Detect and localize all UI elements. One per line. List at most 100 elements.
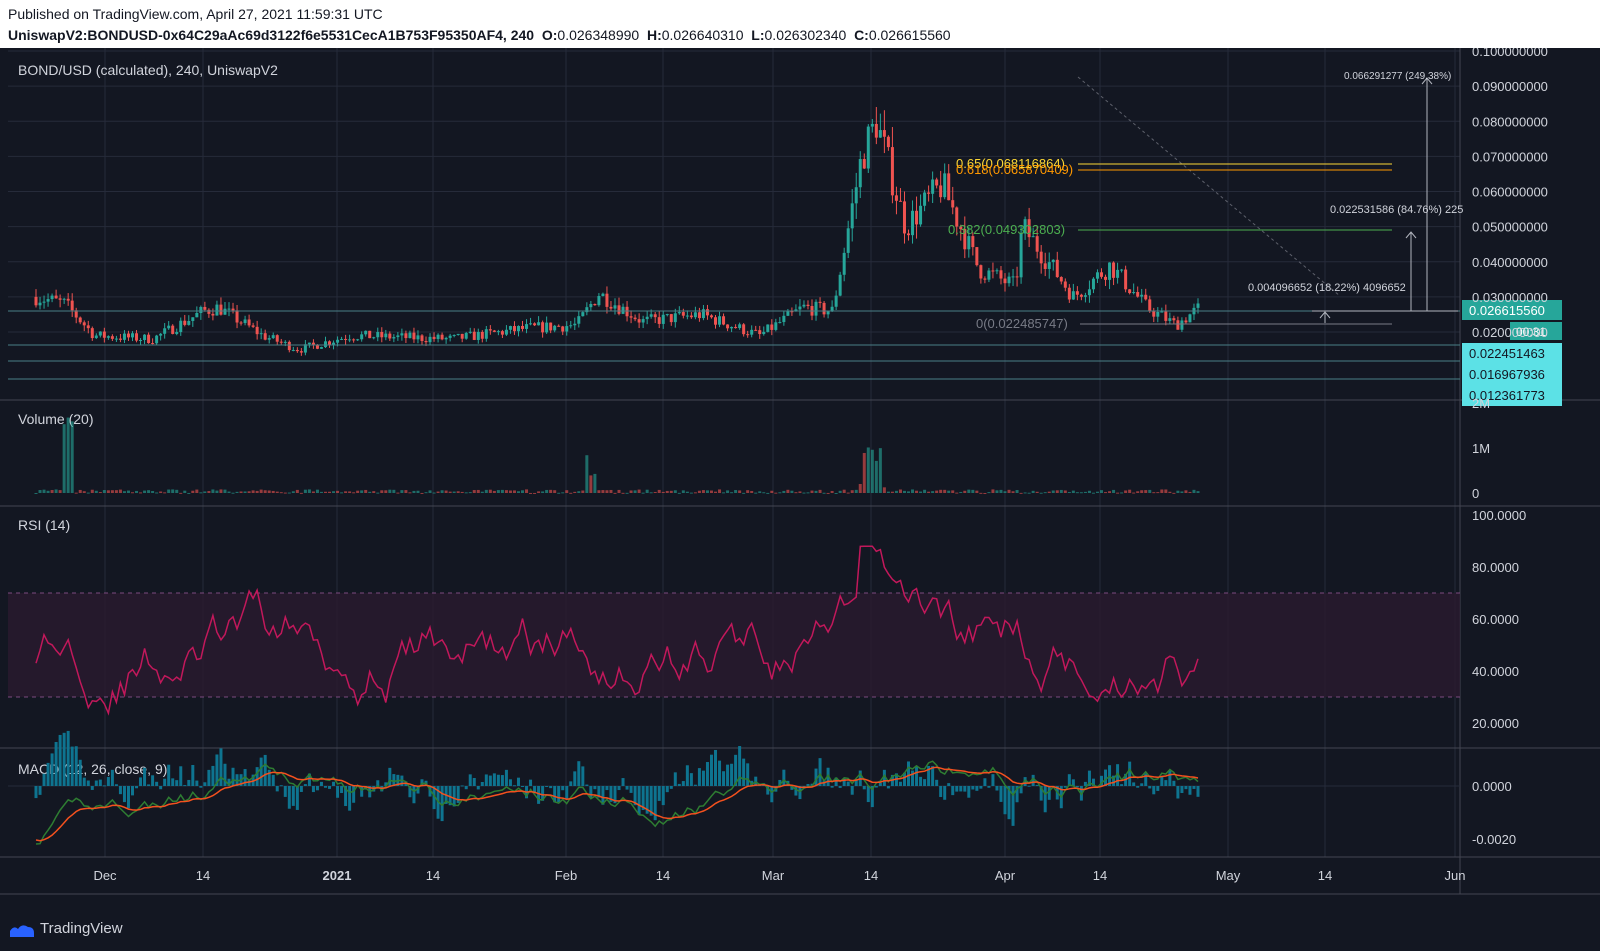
candle-body: [778, 322, 782, 324]
candle-body: [271, 335, 275, 339]
macd-histogram-bar: [846, 781, 850, 786]
volume-bar: [898, 489, 902, 493]
candle-body: [1168, 318, 1172, 321]
volume-bar: [1027, 492, 1031, 494]
candle-body: [689, 315, 693, 318]
macd-histogram-bar: [553, 786, 557, 803]
volume-bar: [239, 491, 243, 493]
candle-body: [878, 130, 882, 138]
volume-bar: [143, 490, 147, 493]
candle-body: [231, 308, 235, 311]
volume-bar: [1031, 490, 1035, 493]
macd-histogram-bar: [645, 786, 649, 814]
volume-bar: [1039, 492, 1043, 494]
volume-bar: [750, 490, 754, 493]
candle-body: [336, 339, 340, 343]
volume-bar: [1140, 490, 1144, 493]
candle-body: [842, 252, 846, 275]
candle-body: [388, 333, 392, 339]
volume-bar: [58, 490, 62, 493]
last-price-label: 0.026615560: [1469, 303, 1545, 318]
volume-bar: [641, 492, 645, 494]
candle-body: [927, 192, 931, 194]
volume-bar: [529, 492, 533, 494]
candle-body: [1104, 276, 1108, 280]
candle-body: [959, 226, 963, 230]
candle-body: [641, 319, 645, 323]
macd-histogram-bar: [1172, 780, 1176, 786]
candle-body: [195, 312, 199, 318]
macd-histogram-bar: [199, 786, 203, 788]
volume-bar: [98, 492, 102, 494]
volume-bar: [742, 492, 746, 494]
macd-histogram-bar: [187, 779, 191, 786]
volume-bar: [645, 489, 649, 493]
candle-body: [846, 228, 850, 253]
macd-histogram-bar: [263, 754, 267, 786]
volume-bar: [368, 491, 372, 493]
candle-body: [613, 305, 617, 309]
volume-bar: [211, 489, 215, 493]
candle-body: [508, 326, 512, 330]
volume-bar: [464, 492, 468, 494]
macd-histogram-bar: [693, 784, 697, 786]
candle-body: [122, 333, 126, 340]
candle-body: [1124, 269, 1128, 290]
macd-histogram-bar: [360, 786, 364, 797]
macd-histogram-bar: [862, 786, 866, 790]
candle-body: [1015, 276, 1019, 278]
candle-body: [834, 295, 838, 307]
chart-canvas[interactable]: 0.026615560 00:31 0.022451463 0.016967936 0.…: [0, 48, 1600, 907]
volume-bar: [251, 490, 255, 493]
volume-bar: [818, 489, 822, 493]
macd-histogram-bar: [951, 786, 955, 796]
volume-bar: [396, 492, 400, 494]
macd-histogram-bar: [1184, 786, 1188, 790]
volume-bar: [653, 491, 657, 493]
volume-bar: [1160, 489, 1164, 493]
candle-body: [82, 322, 86, 326]
candle-body: [557, 325, 561, 327]
tradingview-brand[interactable]: TradingView: [40, 920, 123, 937]
macd-histogram-bar: [963, 786, 967, 792]
macd-histogram-bar: [661, 786, 665, 806]
candle-body: [1059, 277, 1063, 282]
candle-body: [1160, 311, 1164, 313]
countdown-label: 00:31: [1516, 325, 1546, 339]
volume-bar: [730, 492, 734, 494]
macd-histogram-bar: [488, 775, 492, 786]
macd-histogram-bar: [878, 782, 882, 786]
macd-histogram-bar: [448, 786, 452, 806]
volume-bar: [625, 492, 629, 494]
volume-bar: [1104, 492, 1108, 494]
time-tick-label: Jun: [1445, 868, 1466, 883]
high-label: H:: [646, 27, 662, 43]
tradingview-logo-icon: [10, 925, 34, 937]
macd-histogram-bar: [1083, 781, 1087, 786]
macd-histogram-bar: [1192, 786, 1196, 789]
candle-body: [1108, 262, 1112, 280]
volume-bar: [770, 490, 774, 493]
volume-bar: [609, 489, 613, 493]
candle-body: [955, 207, 959, 227]
volume-bar: [400, 490, 404, 493]
macd-histogram-bar: [1132, 782, 1136, 786]
volume-bar: [1011, 491, 1015, 493]
candle-body: [360, 334, 364, 340]
volume-bar: [1168, 491, 1172, 493]
macd-histogram-bar: [106, 776, 110, 786]
volume-bar: [340, 492, 344, 494]
volume-bar: [677, 492, 681, 494]
rsi-tick-label: 80.0000: [1472, 560, 1519, 575]
macd-histogram-bar: [1003, 786, 1007, 815]
candle-body: [223, 308, 227, 315]
candle-body: [400, 333, 404, 336]
candle-body: [886, 136, 890, 148]
volume-bar: [830, 490, 834, 493]
candle-body: [496, 331, 500, 333]
volume-bar: [814, 490, 818, 493]
volume-bar: [267, 490, 271, 493]
volume-bar: [1100, 490, 1104, 493]
candle-body: [251, 325, 255, 327]
candle-body: [838, 274, 842, 296]
